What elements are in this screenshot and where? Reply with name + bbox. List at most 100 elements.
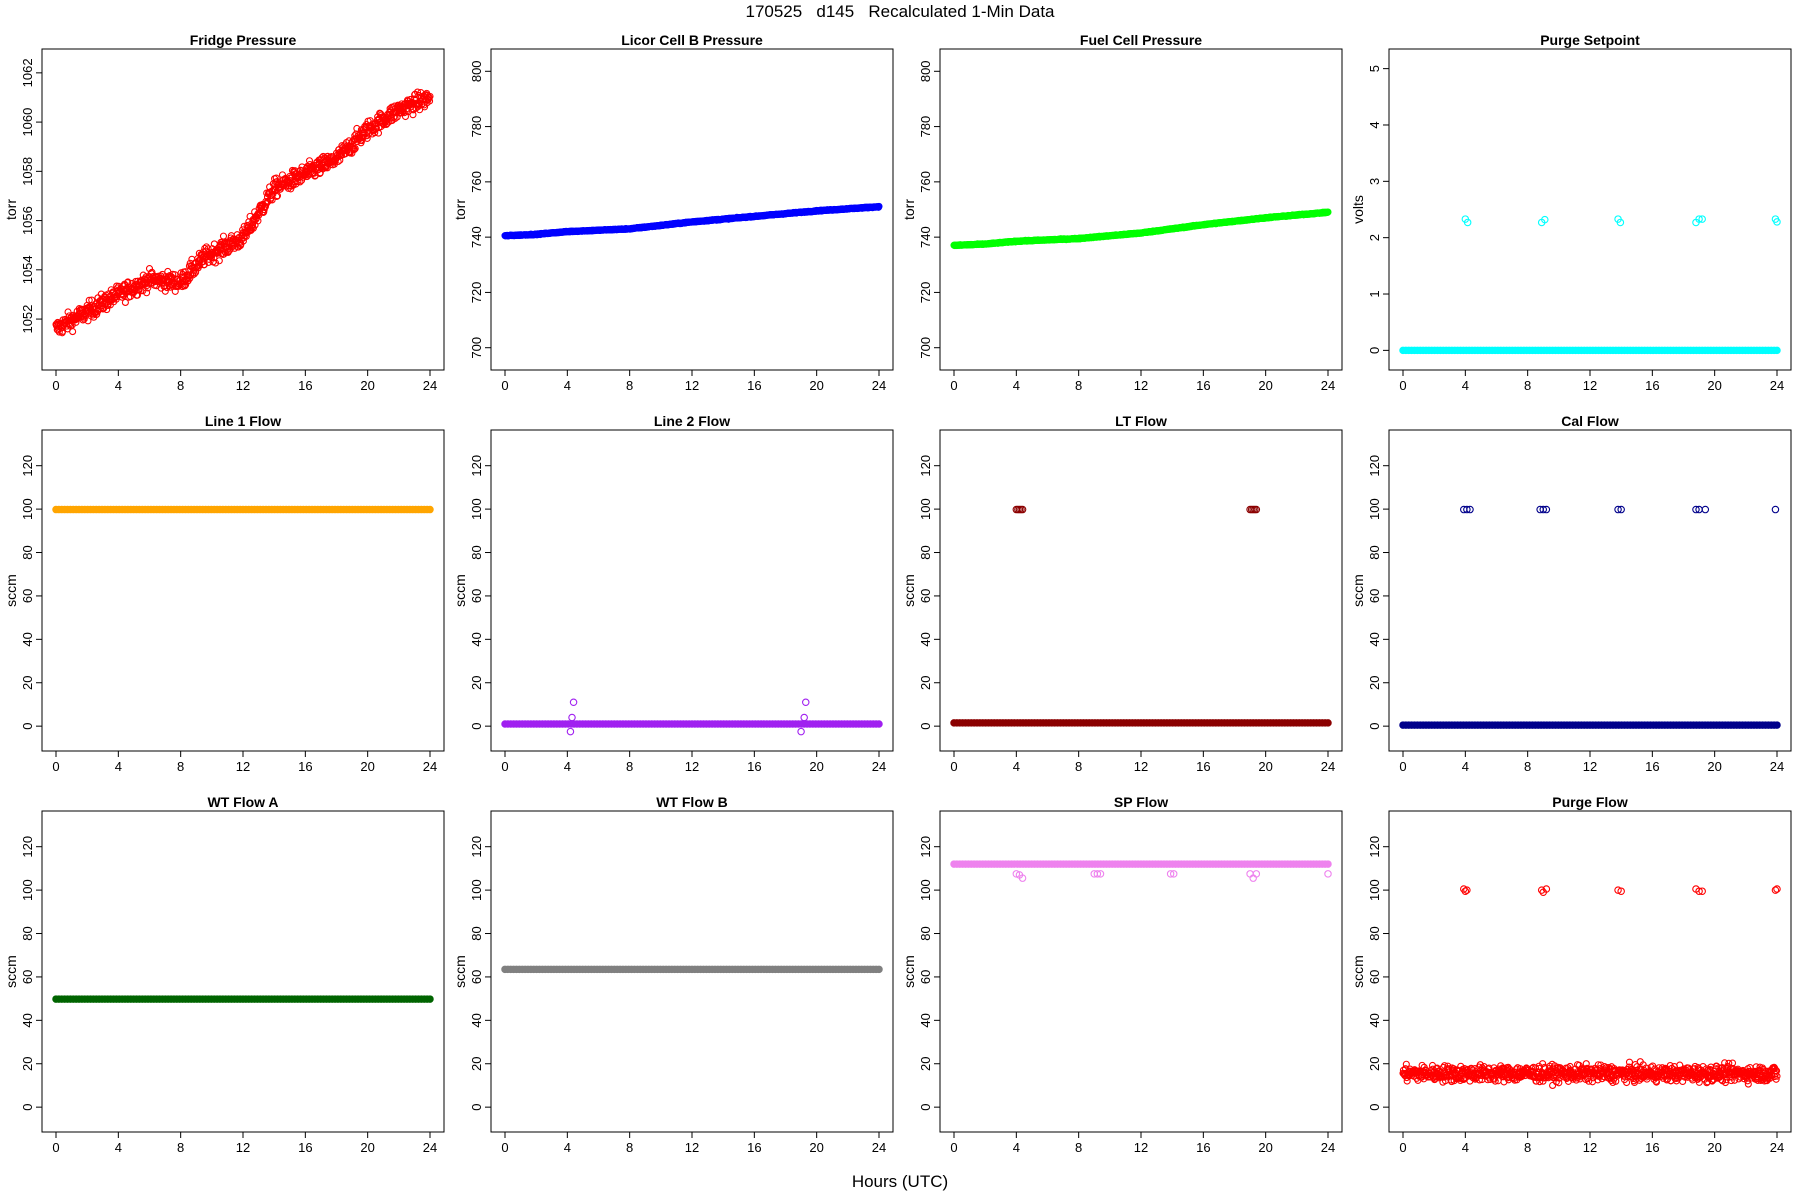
data-point (802, 698, 810, 707)
y-tick-label: 80 (469, 545, 484, 559)
x-tick-label: 16 (1196, 1140, 1210, 1155)
y-tick-label: 80 (1367, 545, 1382, 559)
y-axis-label: sccm (3, 955, 19, 988)
x-tick-label: 0 (1399, 1140, 1406, 1155)
x-tick-label: 4 (1462, 1140, 1469, 1155)
data-point (568, 713, 576, 722)
data-series (52, 88, 434, 337)
data-point (1701, 505, 1710, 514)
y-axis-label: sccm (901, 574, 917, 607)
y-tick-label: 20 (1367, 676, 1382, 690)
data-point (85, 296, 93, 304)
y-tick-label: 100 (918, 498, 933, 520)
x-tick-label: 4 (1013, 759, 1020, 774)
x-tick-label: 16 (747, 759, 761, 774)
data-point (212, 259, 220, 267)
chart-title: Fridge Pressure (190, 32, 297, 48)
x-tick-label: 24 (1770, 1140, 1784, 1155)
data-point (1549, 1081, 1557, 1090)
y-axis-label: sccm (1350, 955, 1366, 988)
figure-title: 170525 d145 Recalculated 1-Min Data (745, 2, 1055, 21)
y-tick-label: 4 (1367, 121, 1382, 128)
x-tick-label: 16 (298, 1140, 312, 1155)
x-tick-label: 12 (685, 378, 699, 393)
y-tick-label: 120 (918, 836, 933, 858)
x-tick-label: 0 (52, 759, 59, 774)
y-tick-label: 80 (918, 545, 933, 559)
x-tick-label: 24 (1321, 759, 1335, 774)
data-series (501, 698, 883, 736)
y-tick-label: 720 (918, 282, 933, 304)
x-tick-label: 16 (1645, 378, 1659, 393)
y-tick-label: 20 (918, 1057, 933, 1071)
y-tick-label: 800 (469, 60, 484, 82)
y-tick-label: 1 (1367, 290, 1382, 297)
data-point (219, 232, 228, 240)
x-tick-label: 4 (1013, 1140, 1020, 1155)
x-tick-label: 20 (809, 759, 823, 774)
x-tick-label: 20 (360, 759, 374, 774)
data-point (124, 278, 132, 286)
data-point (1773, 346, 1781, 355)
data-series (1399, 505, 1781, 729)
x-tick-label: 4 (1462, 378, 1469, 393)
x-tick-label: 8 (626, 378, 633, 393)
x-tick-label: 4 (564, 1140, 571, 1155)
x-tick-label: 0 (501, 759, 508, 774)
y-tick-label: 1058 (20, 157, 35, 186)
y-tick-label: 0 (918, 723, 933, 730)
x-tick-label: 24 (872, 759, 886, 774)
data-point (120, 292, 128, 300)
data-point (426, 995, 434, 1003)
data-point (1463, 505, 1471, 514)
data-point (64, 308, 72, 316)
plot-frame (1388, 48, 1792, 371)
data-point (797, 727, 805, 736)
data-point (1614, 505, 1622, 514)
y-tick-label: 20 (469, 1057, 484, 1071)
y-tick-label: 0 (469, 723, 484, 730)
x-tick-label: 16 (298, 759, 312, 774)
x-tick-label: 24 (1321, 1140, 1335, 1155)
x-tick-label: 0 (501, 378, 508, 393)
y-tick-label: 20 (20, 676, 35, 690)
y-tick-label: 40 (918, 1013, 933, 1027)
chart-title: SP Flow (1114, 794, 1168, 810)
data-point (1542, 505, 1551, 514)
y-tick-label: 40 (918, 632, 933, 646)
x-tick-label: 8 (177, 1140, 184, 1155)
data-point (84, 317, 92, 325)
data-point (1692, 505, 1700, 514)
data-point (569, 698, 578, 707)
y-tick-label: 0 (469, 1104, 484, 1111)
data-point (305, 157, 314, 165)
y-tick-label: 60 (1367, 589, 1382, 603)
y-tick-label: 700 (469, 337, 484, 359)
y-tick-label: 40 (20, 1013, 35, 1027)
x-tick-label: 20 (1258, 1140, 1272, 1155)
y-tick-label: 40 (1367, 1013, 1382, 1027)
x-tick-label: 20 (1707, 759, 1721, 774)
data-point (88, 296, 96, 304)
x-tick-label: 8 (1524, 1140, 1531, 1155)
data-point (875, 965, 883, 974)
data-point (426, 97, 434, 105)
y-tick-label: 80 (20, 926, 35, 940)
y-tick-label: 80 (20, 545, 35, 559)
data-series (1399, 215, 1781, 355)
x-tick-label: 12 (236, 759, 250, 774)
y-tick-label: 740 (918, 226, 933, 248)
y-tick-label: 120 (469, 455, 484, 477)
data-series (52, 995, 434, 1003)
x-tick-label: 4 (115, 1140, 122, 1155)
data-series (52, 505, 434, 514)
y-axis-label: torr (901, 199, 917, 220)
y-tick-label: 1052 (20, 305, 35, 334)
data-point (353, 124, 361, 133)
